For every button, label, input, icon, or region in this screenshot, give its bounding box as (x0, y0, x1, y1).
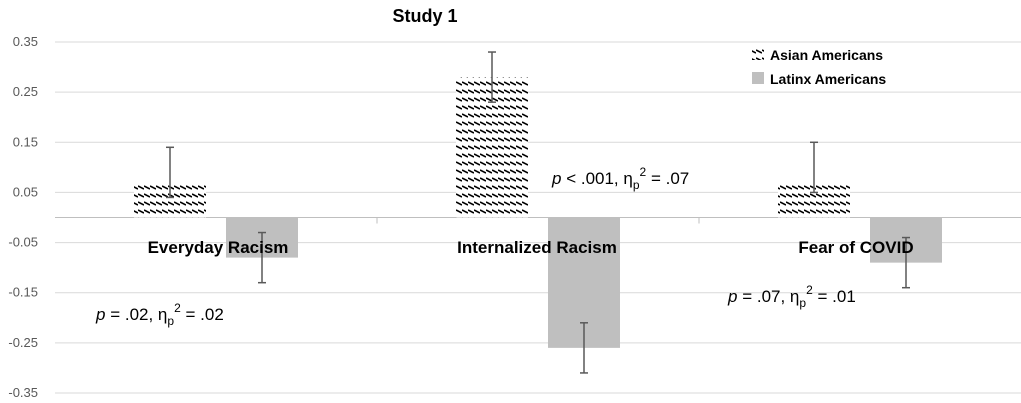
y-tick-label: -0.25 (8, 335, 38, 350)
stat-annotation-2: p = .07, ηp2 = .01 (727, 283, 856, 310)
category-labels: Everyday Racism Internalized Racism Fear o… (148, 238, 914, 257)
y-tick-label: 0.25 (13, 84, 38, 99)
y-axis-ticks: 0.35 0.25 0.15 0.05 -0.05 -0.15 -0.25 -0.35 (8, 34, 38, 400)
legend-label-asian: Asian Americans (770, 47, 883, 63)
legend-swatch-latinx (752, 72, 764, 84)
chart-title: Study 1 (392, 6, 457, 26)
y-tick-label: 0.15 (13, 134, 38, 149)
y-tick-label: -0.15 (8, 285, 38, 300)
category-label-0: Everyday Racism (148, 238, 289, 257)
legend-swatch-asian (752, 48, 764, 60)
category-label-1: Internalized Racism (457, 238, 617, 257)
legend: Asian Americans Latinx Americans (752, 47, 886, 87)
stat-annotation-0: p = .02, ηp2 = .02 (95, 301, 224, 328)
legend-label-latinx: Latinx Americans (770, 71, 886, 87)
stat-annotation-1: p < .001, ηp2 = .07 (551, 165, 689, 192)
error-bars (166, 51, 910, 374)
y-tick-label: 0.35 (13, 34, 38, 49)
category-label-2: Fear of COVID (798, 238, 913, 257)
annotations: p = .02, ηp2 = .02 p < .001, ηp2 = .07 p =… (95, 165, 856, 328)
bars (134, 77, 942, 348)
y-tick-label: -0.35 (8, 385, 38, 400)
y-tick-label: -0.05 (8, 235, 38, 250)
y-tick-label: 0.05 (13, 184, 38, 199)
gridlines (55, 41, 1021, 394)
